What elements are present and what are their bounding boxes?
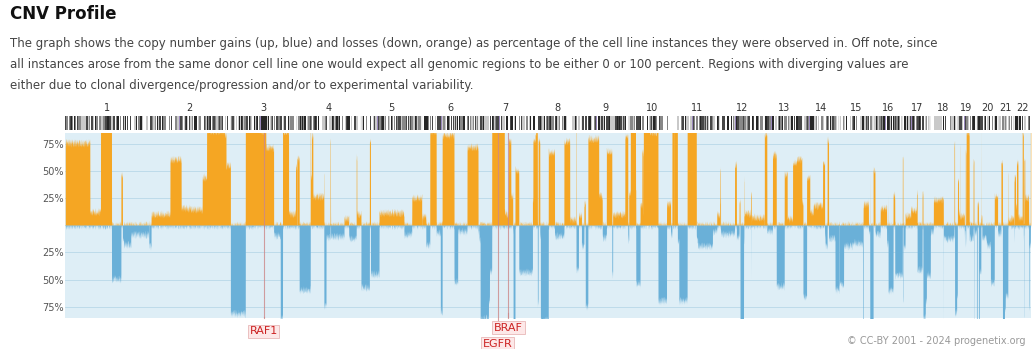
Text: 5: 5: [388, 103, 395, 113]
Text: 21: 21: [1000, 103, 1012, 113]
Text: 17: 17: [911, 103, 923, 113]
Text: 2: 2: [186, 103, 193, 113]
Text: 11: 11: [691, 103, 703, 113]
Text: either due to clonal divergence/progression and/or to experimental variability.: either due to clonal divergence/progress…: [10, 79, 473, 91]
Text: 16: 16: [882, 103, 894, 113]
Text: 6: 6: [448, 103, 454, 113]
Text: 20: 20: [981, 103, 994, 113]
Text: all instances arose from the same donor cell line one would expect all genomic r: all instances arose from the same donor …: [10, 58, 909, 70]
Text: 13: 13: [777, 103, 789, 113]
Text: 10: 10: [645, 103, 658, 113]
Text: The graph shows the copy number gains (up, blue) and losses (down, orange) as pe: The graph shows the copy number gains (u…: [10, 37, 938, 50]
Text: 18: 18: [938, 103, 950, 113]
Text: 9: 9: [602, 103, 608, 113]
Text: 8: 8: [554, 103, 560, 113]
Text: 22: 22: [1016, 103, 1029, 113]
Text: © CC-BY 2001 - 2024 progenetix.org: © CC-BY 2001 - 2024 progenetix.org: [847, 335, 1026, 346]
Text: 4: 4: [326, 103, 332, 113]
Text: 7: 7: [502, 103, 509, 113]
Text: BRAF: BRAF: [494, 323, 523, 333]
Text: 15: 15: [850, 103, 862, 113]
Text: RAF1: RAF1: [250, 326, 278, 336]
Text: 14: 14: [814, 103, 827, 113]
Text: CNV Profile: CNV Profile: [10, 5, 117, 23]
Text: 12: 12: [736, 103, 748, 113]
Text: 19: 19: [960, 103, 973, 113]
Text: EGFR: EGFR: [483, 339, 513, 349]
Text: 3: 3: [260, 103, 266, 113]
Text: 1: 1: [104, 103, 110, 113]
